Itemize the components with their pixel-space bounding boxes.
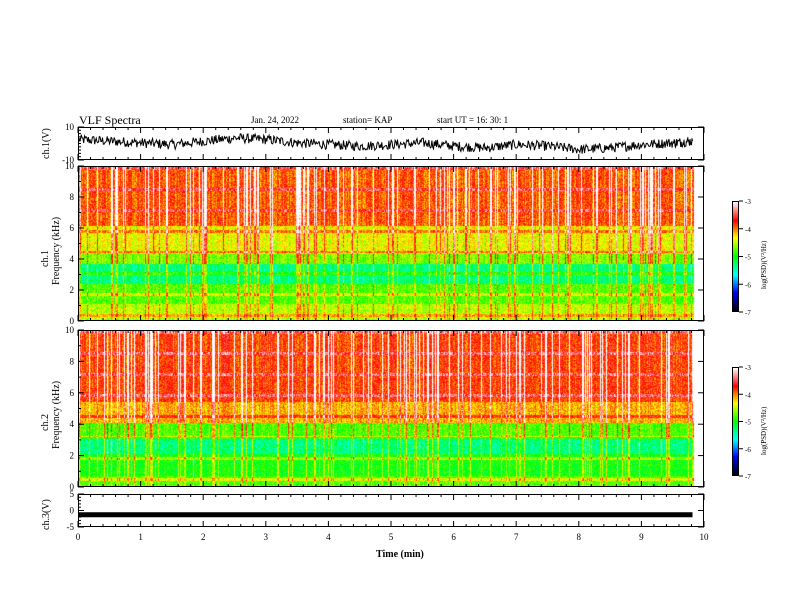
plot-title: VLF Spectra xyxy=(79,113,141,127)
ch1-colorbar-tick-label: -3 xyxy=(745,198,751,206)
x-tick-label: 0 xyxy=(76,532,81,542)
ch2-spectrogram-ytick-label: 10 xyxy=(65,325,75,335)
x-tick-label: 7 xyxy=(514,532,519,542)
ch2-frequency-ylabel: Frequency (kHz) xyxy=(51,380,62,449)
ch1-spectrogram-ytick-label: 4 xyxy=(70,254,75,264)
ch3-waveform-plot xyxy=(79,512,693,518)
x-tick-label: 8 xyxy=(577,532,582,542)
ch1-spectrogram-ytick-label: 0 xyxy=(70,316,75,326)
ch2-colorbar-tick-label: -7 xyxy=(745,473,751,481)
ch2-spectrogram-panel xyxy=(78,330,704,487)
ch1-colorbar-tick-label: -5 xyxy=(745,254,751,262)
ch3-waveform-ytick-label: 0 xyxy=(70,506,75,516)
ch2-colorbar-tick-label: -4 xyxy=(745,391,751,399)
ch2-colorbar-tick-label: -6 xyxy=(745,446,751,454)
ch2-spectrogram-ytick-label: 8 xyxy=(70,356,75,366)
ch1-waveform-ytick-label: 10 xyxy=(65,122,75,132)
ch1-waveform-plot xyxy=(79,132,693,154)
ch3-waveform-ylabel: ch.3(V) xyxy=(41,499,52,530)
ch2-colorbar-label: log(PSD)(V²/Hz) xyxy=(760,406,768,455)
x-tick-label: 4 xyxy=(326,532,331,542)
ch3-waveform-panel xyxy=(78,494,704,527)
x-tick-label: 5 xyxy=(389,532,394,542)
ch1-waveform-panel xyxy=(78,127,704,160)
ch1-frequency-ylabel: Frequency (kHz) xyxy=(51,216,62,285)
x-tick-label: 6 xyxy=(451,532,456,542)
ch1-spectrogram-ytick-label: 10 xyxy=(65,161,75,171)
ch1-spectrogram-panel xyxy=(78,166,704,321)
x-tick-label: 10 xyxy=(700,532,710,542)
ch1-waveform-ylabel: ch.1(V) xyxy=(41,128,52,159)
ch2-colorbar xyxy=(732,367,739,476)
ch2-spectrogram-ytick-label: 4 xyxy=(70,419,75,429)
ch1-waveform-ytick-label: -10 xyxy=(62,155,74,165)
ch1-colorbar-label: log(PSD)(V²/Hz) xyxy=(760,240,768,289)
ch1-colorbar-tick-label: -7 xyxy=(745,309,751,317)
ch2-colorbar-tick-label: -5 xyxy=(745,419,751,427)
ch1-spectrogram xyxy=(79,167,703,320)
x-tick-label: 9 xyxy=(639,532,644,542)
x-tick-label: 1 xyxy=(138,532,143,542)
start-time-label: start UT = 16: 30: 1 xyxy=(437,115,509,125)
ch1-spectrogram-ytick-label: 2 xyxy=(70,285,75,295)
ch3-waveform-ytick-label: -5 xyxy=(67,522,75,532)
station-label: station= KAP xyxy=(343,115,393,125)
x-axis-label: Time (min) xyxy=(376,549,424,560)
ch1-colorbar-tick-label: -6 xyxy=(745,281,751,289)
ch1-colorbar xyxy=(732,201,739,312)
ch2-spectrogram-ylabel: ch.2 xyxy=(40,414,51,431)
ch2-spectrogram-ytick-label: 0 xyxy=(70,482,75,492)
ch2-spectrogram-ytick-label: 2 xyxy=(70,451,75,461)
ch2-spectrogram xyxy=(79,331,703,486)
ch3-waveform-ytick-label: 5 xyxy=(70,489,75,499)
x-tick-label: 3 xyxy=(264,532,269,542)
ch2-spectrogram-ytick-label: 6 xyxy=(70,388,75,398)
date-label: Jan. 24, 2022 xyxy=(251,115,299,125)
ch1-colorbar-tick-label: -4 xyxy=(745,226,751,234)
ch1-spectrogram-ytick-label: 8 xyxy=(70,192,75,202)
ch1-spectrogram-ytick-label: 6 xyxy=(70,223,75,233)
ch1-spectrogram-ylabel: ch.1 xyxy=(40,250,51,267)
x-tick-label: 2 xyxy=(201,532,206,542)
ch2-colorbar-tick-label: -3 xyxy=(745,364,751,372)
ch1-waveform-trace xyxy=(79,132,693,154)
